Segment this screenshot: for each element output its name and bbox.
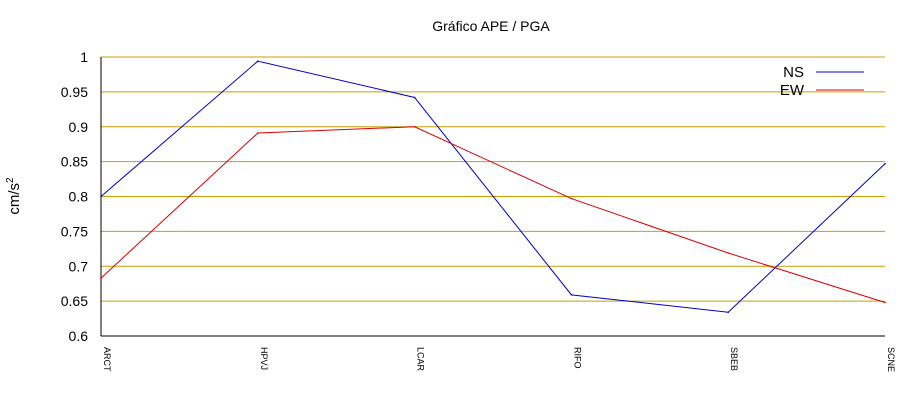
y-tick-label: 0.6 (69, 328, 89, 344)
data-point-ns (100, 195, 102, 198)
data-point-ew (100, 277, 102, 279)
legend-label: EW (780, 82, 805, 99)
y-axis-ticks: 1 0.95 0.9 0.85 0.8 0.75 0.7 0.65 0.6 (61, 49, 88, 344)
svg-text:cm/s2: cm/s2 (5, 177, 23, 215)
data-point-ew (570, 197, 573, 200)
gridlines (101, 56, 885, 302)
data-point-ew (257, 132, 259, 134)
y-tick-label: 0.95 (61, 84, 88, 100)
legend-label: NS (783, 64, 804, 81)
y-axis-label-text: cm/s (6, 183, 23, 215)
y-tick-label: 0.75 (61, 223, 88, 239)
series-line-ew (100, 126, 886, 303)
x-tick-label: SBEB (729, 347, 739, 371)
x-tick-label: RIFO (572, 347, 582, 369)
y-tick-label: 0.65 (61, 293, 88, 309)
x-tick-label: ARCT (102, 347, 112, 372)
y-axis-label: cm/s2 (5, 177, 23, 215)
x-tick-label: LCAR (416, 347, 426, 372)
data-point-ns (257, 60, 259, 62)
y-tick-label: 0.8 (69, 189, 89, 205)
y-tick-label: 0.7 (69, 258, 89, 274)
y-tick-label: 0.9 (69, 119, 89, 135)
y-axis-label-superscript: 2 (5, 177, 16, 183)
series-lines (100, 60, 886, 314)
data-point-ns (413, 96, 416, 99)
data-point-ns (884, 162, 886, 165)
data-point-ew (884, 301, 886, 304)
series-line-ns (100, 60, 886, 313)
data-point-ew (413, 125, 416, 128)
x-tick-label: SCNE (886, 347, 896, 372)
data-point-ew (727, 252, 729, 254)
data-point-ns (727, 311, 729, 314)
x-axis-ticks: ARCT HPVJ LCAR RIFO SBEB SCNE (102, 347, 896, 372)
chart-title: Gráfico APE / PGA (432, 18, 550, 34)
y-tick-label: 0.85 (61, 154, 88, 170)
data-point-ns (570, 294, 573, 296)
y-tick-label: 1 (80, 49, 88, 65)
x-tick-label: HPVJ (259, 347, 269, 370)
